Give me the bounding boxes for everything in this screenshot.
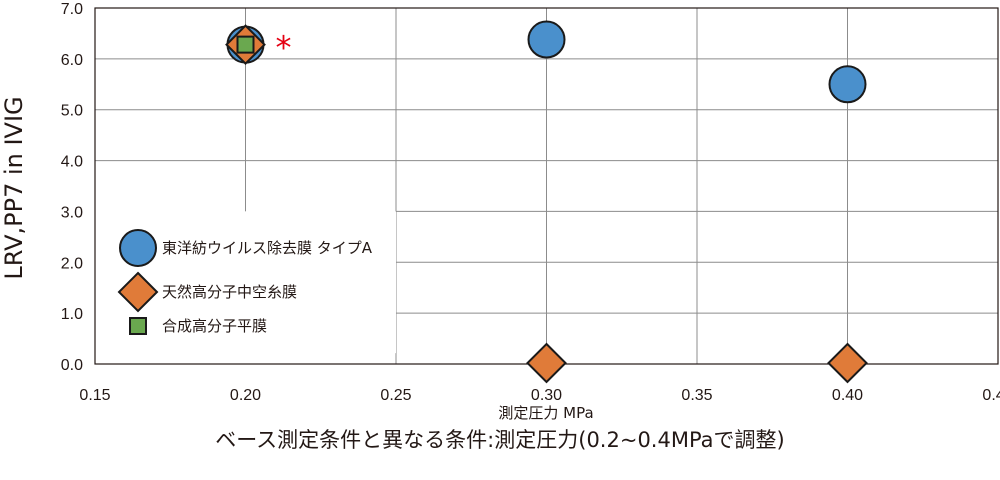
x-tick-label: 0.40 xyxy=(832,387,863,404)
y-tick-label: 5.0 xyxy=(61,103,83,120)
legend-marker-1 xyxy=(119,229,157,267)
data-point-series-1 xyxy=(828,65,867,104)
data-points xyxy=(225,20,868,384)
x-tick-label: 0.25 xyxy=(380,387,411,404)
x-axis-label: 測定圧力 MPa xyxy=(498,404,593,422)
y-tick-label: 1.0 xyxy=(61,306,83,323)
caption: ベース測定条件と異なる条件:測定圧力(0.2~0.4MPaで調整) xyxy=(215,428,785,452)
legend-label-1: 東洋紡ウイルス除去膜 タイプA xyxy=(162,239,373,257)
y-tick-label: 2.0 xyxy=(61,255,83,272)
legend-label-3: 合成高分子平膜 xyxy=(162,317,267,335)
data-point-series-1 xyxy=(527,20,566,59)
data-point-series-2 xyxy=(526,342,567,384)
legend-marker-3 xyxy=(129,317,147,335)
data-point-series-3 xyxy=(236,35,255,54)
y-tick-label: 6.0 xyxy=(61,52,83,69)
asterisk-annotation: * xyxy=(276,29,292,67)
y-tick-label: 3.0 xyxy=(61,204,83,221)
data-point-series-2 xyxy=(827,342,868,384)
y-tick-label: 4.0 xyxy=(61,154,83,171)
x-tick-label: 0.15 xyxy=(79,387,110,404)
y-tick-label: 0.0 xyxy=(61,357,83,374)
x-tick-label: 0.35 xyxy=(681,387,712,404)
legend-label-2: 天然高分子中空糸膜 xyxy=(162,283,297,301)
x-tick-label: 0.20 xyxy=(230,387,261,404)
x-tick-label: 0.30 xyxy=(531,387,562,404)
legend-marker-2 xyxy=(117,271,159,313)
y-axis-label: LRV,PP7 in IVIG xyxy=(0,96,28,279)
x-tick-label: 0.45 xyxy=(982,387,1000,404)
y-tick-label: 7.0 xyxy=(61,1,83,18)
tick-labels: 0.0 1.0 2.0 3.0 4.0 5.0 6.0 7.0 0.15 0.20 0.25 0.30… xyxy=(61,1,1000,404)
